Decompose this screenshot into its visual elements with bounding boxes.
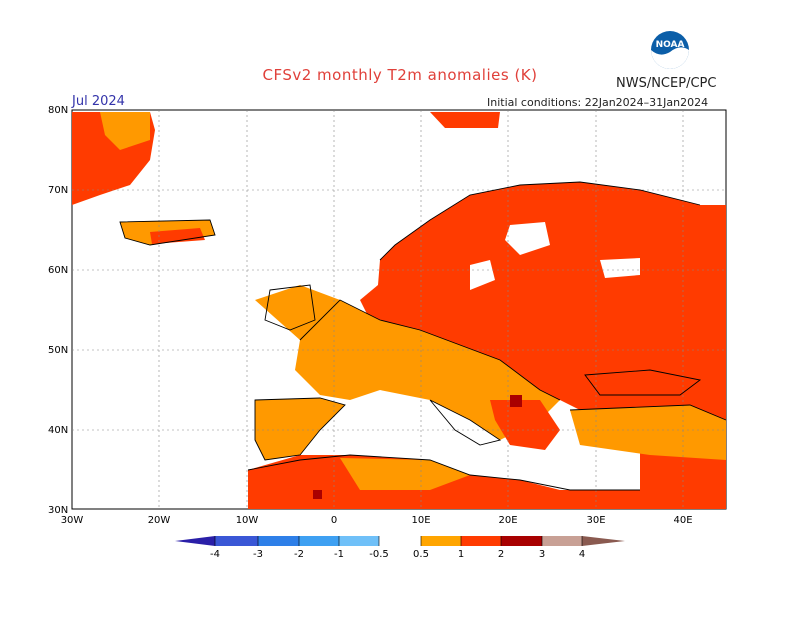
agency-label: NWS/NCEP/CPC — [616, 76, 717, 91]
lat-tick-label: 70N — [48, 185, 68, 196]
colorbar-label: 2 — [498, 549, 504, 560]
colorbar-label: -3 — [253, 549, 263, 560]
initial-conditions: Initial conditions: 22Jan2024–31Jan2024 — [487, 96, 709, 109]
finland-white — [470, 260, 495, 290]
russia-white — [600, 258, 640, 278]
forecast-month: Jul 2024 — [72, 94, 125, 109]
svalbard-fill — [430, 112, 500, 128]
lon-tick-label: 40E — [673, 515, 692, 526]
map-panel — [71, 109, 727, 510]
colorbar-swatch — [542, 536, 582, 546]
colorbar-label: -4 — [210, 549, 220, 560]
lat-axis: 80N 70N 60N 50N 40N 30N — [48, 105, 68, 516]
baltic-white — [505, 222, 550, 255]
lat-tick-label: 50N — [48, 345, 68, 356]
iceland-fill-red — [150, 228, 205, 244]
lat-tick-label: 30N — [48, 505, 68, 516]
lat-tick-label: 40N — [48, 425, 68, 436]
chart-title: CFSv2 monthly T2m anomalies (K) — [262, 66, 538, 84]
lon-tick-label: 20W — [148, 515, 171, 526]
lat-tick-label: 80N — [48, 105, 68, 116]
colorbar-swatch — [215, 536, 258, 546]
colorbar-label: 3 — [539, 549, 545, 560]
iberia-fill — [255, 398, 345, 460]
strong-anomaly-patch — [510, 395, 522, 407]
colorbar-swatch — [501, 536, 542, 546]
lon-tick-label: 10E — [411, 515, 430, 526]
anomaly-fills — [72, 112, 726, 509]
colorbar-swatch — [421, 536, 461, 546]
colorbar-max-arrow — [582, 536, 625, 546]
grid — [72, 110, 726, 509]
colorbar-swatch — [461, 536, 501, 546]
north-africa-orange — [340, 458, 470, 490]
colorbar-label: 1 — [458, 549, 464, 560]
colorbar-min-arrow — [175, 536, 215, 546]
western-europe-fill — [255, 285, 560, 440]
lon-tick-label: 20E — [498, 515, 517, 526]
colorbar-label: -1 — [334, 549, 344, 560]
colorbar-swatch — [339, 536, 379, 546]
lat-tick-label: 60N — [48, 265, 68, 276]
lon-tick-label: 30W — [61, 515, 84, 526]
noaa-logo: NOAA — [651, 31, 689, 69]
turkey-fill — [570, 405, 726, 460]
strong-anomaly-patch — [313, 490, 322, 499]
colorbar-label: -0.5 — [369, 549, 389, 560]
colorbar-label: 0.5 — [413, 549, 429, 560]
lon-tick-label: 10W — [236, 515, 259, 526]
colorbar-swatch — [299, 536, 339, 546]
balkans-fill — [490, 400, 560, 450]
colorbar-label: -2 — [294, 549, 304, 560]
lon-tick-label: 30E — [586, 515, 605, 526]
lon-tick-label: 0 — [331, 515, 337, 526]
coastlines — [119, 181, 727, 491]
greenland-fill-orange — [100, 112, 150, 150]
colorbar-label: 4 — [579, 549, 585, 560]
colorbar: -4 -3 -2 -1 -0.5 0.5 1 2 3 4 — [175, 536, 625, 560]
colorbar-swatch — [258, 536, 299, 546]
noaa-logo-text: NOAA — [656, 40, 685, 50]
colorbar-swatch — [379, 536, 421, 546]
lon-axis: 30W 20W 10W 0 10E 20E 30E 40E — [61, 515, 693, 526]
